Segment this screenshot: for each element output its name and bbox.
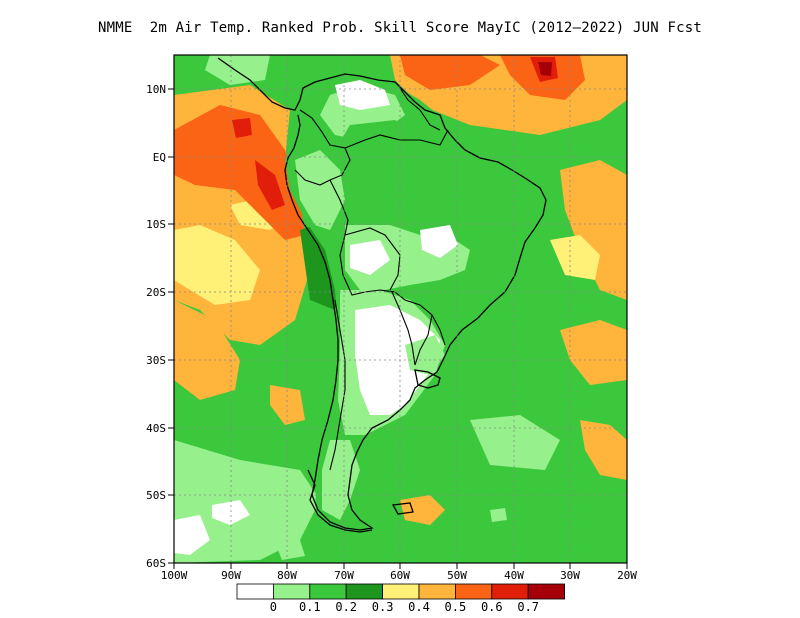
skill-white-patches [212,500,507,560]
lat-tick-label: 10S [146,218,166,231]
tick-marks [168,88,628,569]
colorbar-label: 0.6 [481,600,503,614]
lat-tick-label: EQ [153,151,166,164]
colorbar-segment [527,583,566,600]
lon-tick-label: 60W [390,569,410,582]
colorbar-segment [454,583,493,600]
coastlines [217,57,547,533]
skill-land-field [285,75,545,530]
colorbar-segment [382,583,420,600]
colorbar-label: 0.1 [299,600,321,614]
colorbar [236,583,566,600]
colorbar-label: 0.7 [517,600,539,614]
colorbar-segment [491,583,529,600]
lat-tick-label: 40S [146,422,166,435]
lon-tick-label: 20W [617,569,637,582]
colorbar-label: 0.4 [408,600,430,614]
gridlines [174,55,627,563]
colorbar-segment [418,583,456,600]
country-borders [294,87,449,471]
colorbar-label: 0.2 [335,600,357,614]
skill-field [174,55,627,563]
colorbar-segment [272,583,311,600]
lat-tick-labels: 10N EQ 10S 20S 30S 40S 50S 60S [146,83,166,570]
map-title: NMME 2m Air Temp. Ranked Prob. Skill Sco… [97,20,702,36]
lat-tick-label: 20S [146,286,166,299]
lon-tick-label: 90W [221,569,241,582]
lat-tick-label: 50S [146,489,166,502]
colorbar-segment [309,583,347,600]
skill-light-green-areas [174,55,560,563]
skill-red-areas [174,55,585,240]
lon-tick-label: 100W [161,569,188,582]
lon-tick-label: 40W [504,569,524,582]
lat-tick-label: 60S [146,557,166,570]
colorbar-segment [345,583,384,600]
colorbar-label: 0 [270,600,277,614]
lat-tick-label: 10N [146,83,166,96]
colorbar-labels: 0 0.1 0.2 0.3 0.4 0.5 0.6 0.7 [270,600,539,614]
lon-tick-label: 70W [334,569,354,582]
lon-tick-labels: 100W 90W 80W 70W 60W 50W 40W 30W 20W [161,569,638,582]
colorbar-label: 0.5 [445,600,467,614]
lon-tick-label: 80W [277,569,297,582]
colorbar-segment [236,583,274,600]
lat-tick-label: 30S [146,354,166,367]
lon-tick-label: 50W [447,569,467,582]
colorbar-label: 0.3 [372,600,394,614]
lon-tick-label: 30W [560,569,580,582]
